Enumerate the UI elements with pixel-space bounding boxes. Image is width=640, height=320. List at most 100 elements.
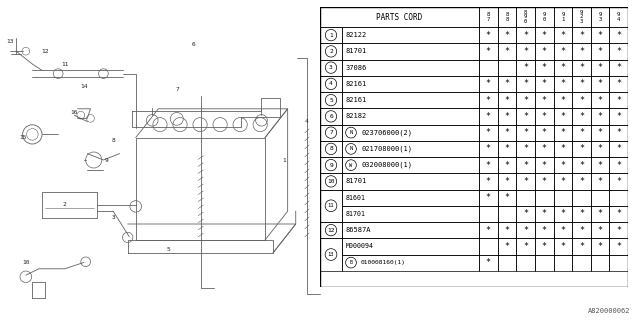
Bar [591,173,609,189]
Bar [554,238,572,254]
Text: *: * [523,128,528,137]
Text: 12: 12 [42,49,49,54]
Text: *: * [598,47,603,56]
Text: 82182: 82182 [346,113,367,119]
Bar [535,238,554,254]
Bar [498,43,516,60]
Text: *: * [504,79,509,88]
Text: *: * [486,31,491,40]
Text: *: * [560,177,565,186]
Bar [342,108,479,124]
Bar [342,60,479,76]
Bar [535,43,554,60]
Text: *: * [616,63,621,72]
Bar [320,157,342,173]
Text: *: * [616,47,621,56]
Text: *: * [579,112,584,121]
Bar [320,76,342,92]
Bar [479,157,498,173]
Text: 4: 4 [329,81,333,86]
Text: *: * [541,96,547,105]
Text: 9: 9 [105,157,109,163]
Text: *: * [560,209,565,218]
Text: *: * [579,79,584,88]
Bar [572,76,591,92]
Text: *: * [598,79,603,88]
Text: 9
2
3: 9 2 3 [580,10,583,24]
Bar [479,60,498,76]
Text: 11: 11 [328,203,334,208]
Text: 13: 13 [328,252,334,257]
Bar [609,238,628,254]
Bar [535,108,554,124]
Text: 032008000(1): 032008000(1) [361,162,412,168]
Bar [572,60,591,76]
Bar [554,108,572,124]
Text: 5: 5 [166,247,170,252]
Bar [516,189,535,206]
Text: *: * [504,177,509,186]
Bar [342,238,479,254]
Bar [609,76,628,92]
Text: *: * [560,242,565,251]
Text: 9
4: 9 4 [617,12,620,22]
Bar [609,124,628,141]
Text: B: B [349,260,353,265]
Bar [535,27,554,43]
Text: *: * [560,96,565,105]
Text: N: N [349,146,353,151]
Text: N: N [349,130,353,135]
Text: *: * [616,128,621,137]
Text: *: * [616,209,621,218]
Bar [572,108,591,124]
Bar [591,60,609,76]
Text: *: * [504,161,509,170]
Bar [516,141,535,157]
Text: *: * [523,79,528,88]
Bar [498,189,516,206]
Bar [320,7,479,27]
Bar [554,222,572,238]
Text: *: * [523,63,528,72]
Text: *: * [541,226,547,235]
Bar [609,27,628,43]
Bar [498,108,516,124]
Text: 14: 14 [80,84,88,89]
Text: *: * [486,193,491,202]
Bar [516,76,535,92]
Text: W: W [349,163,353,168]
Bar [342,206,479,222]
Text: *: * [598,31,603,40]
Text: 9
0: 9 0 [543,12,546,22]
Bar [498,141,516,157]
Text: 9
1: 9 1 [561,12,564,22]
Text: *: * [579,177,584,186]
Text: *: * [579,209,584,218]
Bar [572,238,591,254]
Text: *: * [541,31,547,40]
Bar [554,173,572,189]
Bar [591,92,609,108]
Bar [479,254,498,271]
Text: 3: 3 [111,215,115,220]
Text: *: * [523,226,528,235]
Text: *: * [523,209,528,218]
Bar [479,238,498,254]
Bar [342,254,479,271]
Text: 81701: 81701 [346,178,367,184]
Text: 82122: 82122 [346,32,367,38]
Text: *: * [560,144,565,153]
Bar [342,189,479,206]
Bar [554,141,572,157]
Text: 82161: 82161 [346,97,367,103]
Bar [609,206,628,222]
Bar [609,173,628,189]
Text: *: * [598,63,603,72]
Text: 7: 7 [176,87,180,92]
Text: *: * [579,47,584,56]
Bar [320,27,342,43]
Bar [591,43,609,60]
Text: 81601: 81601 [346,195,366,201]
Bar [554,43,572,60]
Bar [554,7,572,27]
